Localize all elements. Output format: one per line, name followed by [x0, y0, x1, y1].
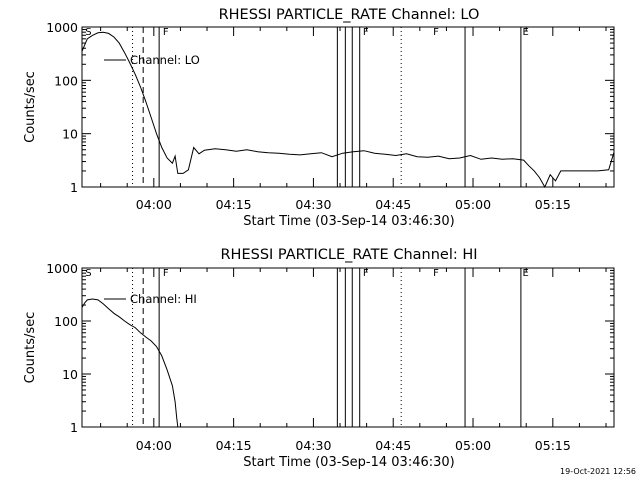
hi-series-line — [81, 298, 179, 428]
hi-x-tick-label: 05:00 — [455, 438, 491, 453]
generation-timestamp: 19-Oct-2021 12:56 — [560, 467, 636, 476]
hi-y-tick-label: 1000 — [46, 261, 78, 276]
lo-y-tick-label: 1000 — [46, 20, 78, 35]
hi-x-tick-label: 04:15 — [216, 438, 252, 453]
hi-x-tick-label: 04:00 — [136, 438, 172, 453]
hi-x-tick-label: 04:45 — [375, 438, 411, 453]
hi-y-tick-label: 10 — [62, 367, 78, 382]
lo-y-tick-label: 100 — [54, 73, 78, 88]
hi-x-tick-label: 04:30 — [295, 438, 331, 453]
lo-y-axis-label: Counts/sec — [23, 71, 38, 143]
lo-x-tick-label: 04:15 — [216, 197, 252, 212]
lo-chart-group: RHESSI PARTICLE_RATE Channel: LO Start Ti… — [23, 7, 615, 229]
lo-x-tick-label: 04:30 — [295, 197, 331, 212]
lo-flag-label: E — [522, 27, 528, 38]
hi-y-tick-label: 100 — [54, 314, 78, 329]
hi-flag-label: F — [363, 268, 369, 279]
lo-y-tick-label: 1 — [70, 180, 78, 195]
lo-flag-label: S — [85, 27, 91, 38]
hi-flag-label: F — [163, 268, 169, 279]
hi-y-axis-label: Counts/sec — [23, 312, 38, 384]
lo-chart-title: RHESSI PARTICLE_RATE Channel: LO — [219, 7, 480, 23]
lo-x-tick-label: 05:00 — [455, 197, 491, 212]
hi-x-axis-label: Start Time (03-Sep-14 03:46:30) — [243, 455, 454, 470]
hi-flag-label: E — [522, 268, 528, 279]
hi-flag-label: F — [433, 268, 439, 279]
lo-x-axis-label: Start Time (03-Sep-14 03:46:30) — [243, 214, 454, 229]
lo-x-tick-label: 04:00 — [136, 197, 172, 212]
lo-legend-label: Channel: LO — [130, 53, 200, 67]
hi-flag-label: S — [85, 268, 91, 279]
lo-flag-label: F — [433, 27, 439, 38]
hi-chart-group: RHESSI PARTICLE_RATE Channel: HI Start Ti… — [23, 247, 615, 470]
lo-x-tick-label: 04:45 — [375, 197, 411, 212]
lo-x-tick-label: 05:15 — [535, 197, 571, 212]
lo-flag-label: F — [163, 27, 169, 38]
lo-plot-frame — [81, 26, 615, 188]
lo-y-tick-label: 10 — [62, 127, 78, 142]
lo-flag-label: F — [363, 27, 369, 38]
lo-series-line — [81, 31, 615, 189]
hi-y-tick-label: 1 — [70, 420, 78, 435]
hi-plot-frame — [81, 267, 615, 428]
hi-x-tick-label: 05:15 — [535, 438, 571, 453]
hi-chart-title: RHESSI PARTICLE_RATE Channel: HI — [220, 247, 477, 263]
hi-legend-label: Channel: HI — [130, 292, 197, 306]
